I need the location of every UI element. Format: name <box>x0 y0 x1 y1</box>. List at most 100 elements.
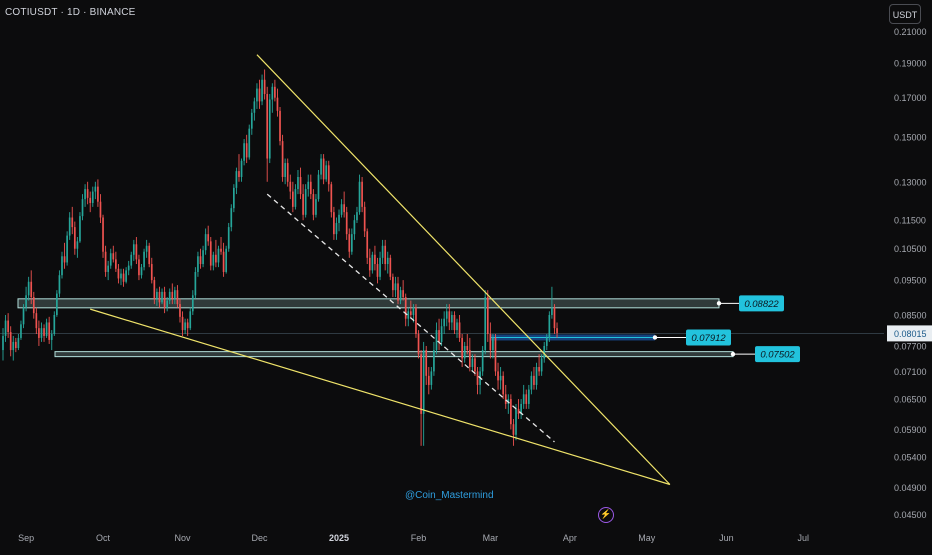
candle-body <box>176 290 179 305</box>
candle-body <box>368 257 371 271</box>
candle-body <box>499 375 502 381</box>
candle-body <box>371 254 374 271</box>
candle-body <box>38 328 40 338</box>
candle-body <box>145 245 148 252</box>
price-tick-label: 0.05900 <box>894 425 927 435</box>
candle-body <box>204 234 207 251</box>
candle-body <box>384 245 387 265</box>
candle-body <box>458 322 461 338</box>
candle-body <box>489 333 492 351</box>
current-price-label: 0.08015 <box>894 329 927 339</box>
level-label-0.07912: 0.07912 <box>691 333 726 344</box>
candle-body <box>138 259 140 276</box>
time-tick-label: Sep <box>18 533 34 543</box>
time-tick-label: May <box>638 533 656 543</box>
candle-body <box>245 143 248 158</box>
candle-body <box>322 158 325 180</box>
candle-body <box>430 371 433 385</box>
candle-body <box>356 212 358 221</box>
candle-body <box>348 234 351 252</box>
candle-body <box>335 222 338 235</box>
candle-body <box>76 241 79 249</box>
price-tick-label: 0.04900 <box>894 483 927 493</box>
candle-body <box>530 375 533 390</box>
candle-body <box>389 257 392 277</box>
time-tick-label: Mar <box>483 533 499 543</box>
candle-body <box>97 186 99 202</box>
candle-body <box>158 291 161 303</box>
candle-body <box>225 248 228 272</box>
candle-body <box>263 79 266 95</box>
trendline-upper-resistance <box>256 54 671 485</box>
price-tick-label: 0.04500 <box>894 510 927 520</box>
candle-body <box>156 291 158 299</box>
candle-body <box>9 332 12 351</box>
candle-body <box>433 350 435 372</box>
candle-body <box>297 176 299 190</box>
candle-body <box>189 311 192 329</box>
candle-body <box>407 311 410 319</box>
candle-body <box>235 171 238 188</box>
candle-body <box>274 86 276 98</box>
candle-body <box>166 300 169 308</box>
candle-body <box>415 307 417 334</box>
candle-body <box>233 187 235 209</box>
candle-body <box>497 371 499 381</box>
candle-body <box>271 86 274 100</box>
candle-body <box>107 265 110 272</box>
price-tick-label: 0.21000 <box>894 27 927 37</box>
price-axis[interactable]: 0.21000 0.19000 0.17000 0.15000 0.13000 0.115… <box>887 27 932 520</box>
time-axis[interactable]: Sep Oct Nov Dec 2025 Feb Mar Apr May Jun Jul <box>18 533 809 543</box>
candle-body <box>527 389 530 404</box>
candle-body <box>140 267 143 276</box>
candle-body <box>502 375 505 395</box>
candle-body <box>276 97 279 111</box>
candle-body <box>299 176 302 195</box>
candle-body <box>17 337 20 349</box>
candle-body <box>194 271 197 296</box>
candle-body <box>504 394 507 404</box>
lightning-bolt-icon[interactable]: ⚡ <box>598 507 614 523</box>
symbol-title[interactable]: COTIUSDT · 1D · BINANCE <box>5 7 136 18</box>
candle-body <box>168 291 171 301</box>
time-tick-label: Feb <box>411 533 427 543</box>
candle-body <box>417 333 420 355</box>
currency-button[interactable]: USDT <box>889 4 921 24</box>
author-watermark: @Coin_Mastermind <box>405 490 494 501</box>
candle-body <box>253 101 256 113</box>
candle-body <box>379 257 381 277</box>
candle-body <box>58 275 61 294</box>
candle-body <box>486 297 489 334</box>
candle-body <box>540 358 543 372</box>
candle-body <box>243 143 245 161</box>
candle-body <box>353 220 356 235</box>
price-tick-label: 0.07100 <box>894 367 927 377</box>
candle-body <box>20 324 22 338</box>
price-tick-label: 0.06500 <box>894 395 927 405</box>
candle-body <box>240 160 243 177</box>
candle-body <box>548 314 551 338</box>
candle-body <box>392 276 394 291</box>
candle-body <box>425 350 428 376</box>
candle-body <box>266 94 269 159</box>
candle-body <box>494 337 497 372</box>
price-tick-label: 0.10500 <box>894 244 927 254</box>
candle-body <box>32 297 35 314</box>
candle-body <box>468 350 471 368</box>
candle-body <box>127 265 130 271</box>
candle-body <box>220 248 222 252</box>
candle-body <box>199 256 202 265</box>
candle-body <box>358 181 361 213</box>
candle-body <box>181 316 184 331</box>
candle-body <box>179 304 181 317</box>
level-anchor-dot-0.07502 <box>730 351 736 357</box>
candle-body <box>122 273 125 282</box>
candle-body <box>330 184 333 213</box>
candle-body <box>448 311 451 323</box>
candle-body <box>386 257 389 265</box>
candle-body <box>520 403 522 414</box>
candle-body <box>86 189 89 198</box>
candle-body <box>543 345 546 359</box>
